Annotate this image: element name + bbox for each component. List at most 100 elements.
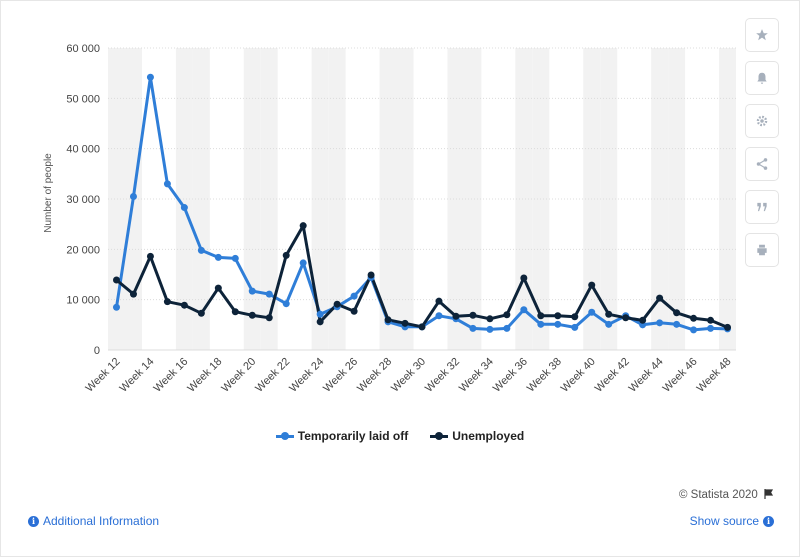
print-button[interactable] [745,233,779,267]
data-point [724,323,732,331]
data-point [537,312,545,320]
favorite-button[interactable] [745,18,779,52]
data-point [316,318,324,326]
data-point [282,251,290,259]
x-tick-label: Week 48 [695,356,734,395]
legend-label: Temporarily laid off [297,429,409,443]
y-tick-label: 10 000 [66,295,100,307]
data-point [605,320,613,328]
plot-band [464,48,482,350]
credits-text: © Statista 2020 [678,489,758,501]
y-tick-label: 0 [94,345,100,357]
data-point [231,308,239,316]
flag-icon [764,489,774,499]
data-point [197,309,205,317]
data-point [248,311,256,319]
info-icon: i [763,515,774,527]
data-point [214,284,222,292]
plot-band [668,48,686,350]
x-tick-label: Week 36 [491,356,530,395]
plot-band [447,48,465,350]
plot-band [651,48,669,350]
data-point [350,307,358,315]
plot-band [175,48,193,350]
plot-band [328,48,346,350]
y-tick-label: 20 000 [66,244,100,256]
x-tick-label: Week 30 [389,356,428,395]
data-point [486,325,494,333]
legend-marker [430,431,449,441]
x-tick-label: Week 18 [185,356,224,395]
plot-band [515,48,533,350]
data-point [299,222,307,230]
cite-button[interactable] [745,190,779,224]
x-tick-label: Week 12 [84,356,123,395]
data-point [197,246,205,254]
data-point [231,254,239,262]
data-point [554,312,562,320]
legend-label: Unemployed [452,429,525,443]
data-point [129,290,137,298]
sidebar-toolbar [745,18,781,276]
data-point [452,312,460,320]
series-points [112,73,732,334]
data-point [486,315,494,323]
data-point [112,303,120,311]
additional-information-link[interactable]: i Additional Information [28,514,159,528]
data-point [622,314,630,322]
quote-icon [757,202,767,212]
alternating-bands [108,48,736,350]
plot-band [311,48,329,350]
data-point [435,297,443,305]
gridlines [108,47,736,351]
y-tick-label: 40 000 [66,144,100,156]
data-point [537,320,545,328]
show-source-link[interactable]: Show source i [690,514,774,528]
gear-icon [756,115,768,127]
data-point [673,309,681,317]
credits[interactable]: © Statista 2020 [679,489,774,501]
data-point [146,73,154,81]
data-point [520,306,528,314]
data-point [690,314,698,322]
print-icon [757,244,767,256]
data-point [350,292,358,300]
data-point [469,324,477,332]
chart-legend: Temporarily laid off Unemployed [0,429,800,443]
share-button[interactable] [745,147,779,181]
data-point [282,300,290,308]
line-chart: 0 10 000 20 000 30 000 40 000 50 000 60 000 Nu… [43,43,736,395]
data-point [163,180,171,188]
plot-band [260,48,278,350]
settings-button[interactable] [745,104,779,138]
data-point [571,313,579,321]
data-point [605,310,613,318]
x-tick-label: Week 42 [593,356,632,395]
data-point [707,316,715,324]
info-icon: i [28,515,39,527]
x-tick-label: Week 16 [151,356,190,395]
data-point [588,281,596,289]
star-icon [756,29,768,41]
data-point [248,287,256,295]
x-tick-label: Week 34 [457,356,496,395]
x-tick-label: Week 20 [219,356,258,395]
data-point [146,252,154,260]
legend-item-temporarily-laid-off[interactable]: Temporarily laid off [275,429,409,443]
data-point [673,320,681,328]
data-point [435,312,443,320]
bell-icon [757,72,767,84]
data-point [180,301,188,309]
y-axis-tick-labels: 0 10 000 20 000 30 000 40 000 50 000 60 000 [66,43,100,357]
plot-band [719,48,736,350]
x-tick-label: Week 46 [661,356,700,395]
data-point [299,259,307,267]
data-point [265,290,273,298]
x-tick-label: Week 40 [559,356,598,395]
data-point [503,324,511,332]
legend-item-unemployed[interactable]: Unemployed [430,429,524,443]
data-point [367,271,375,279]
notification-button[interactable] [745,61,779,95]
data-point [214,253,222,261]
